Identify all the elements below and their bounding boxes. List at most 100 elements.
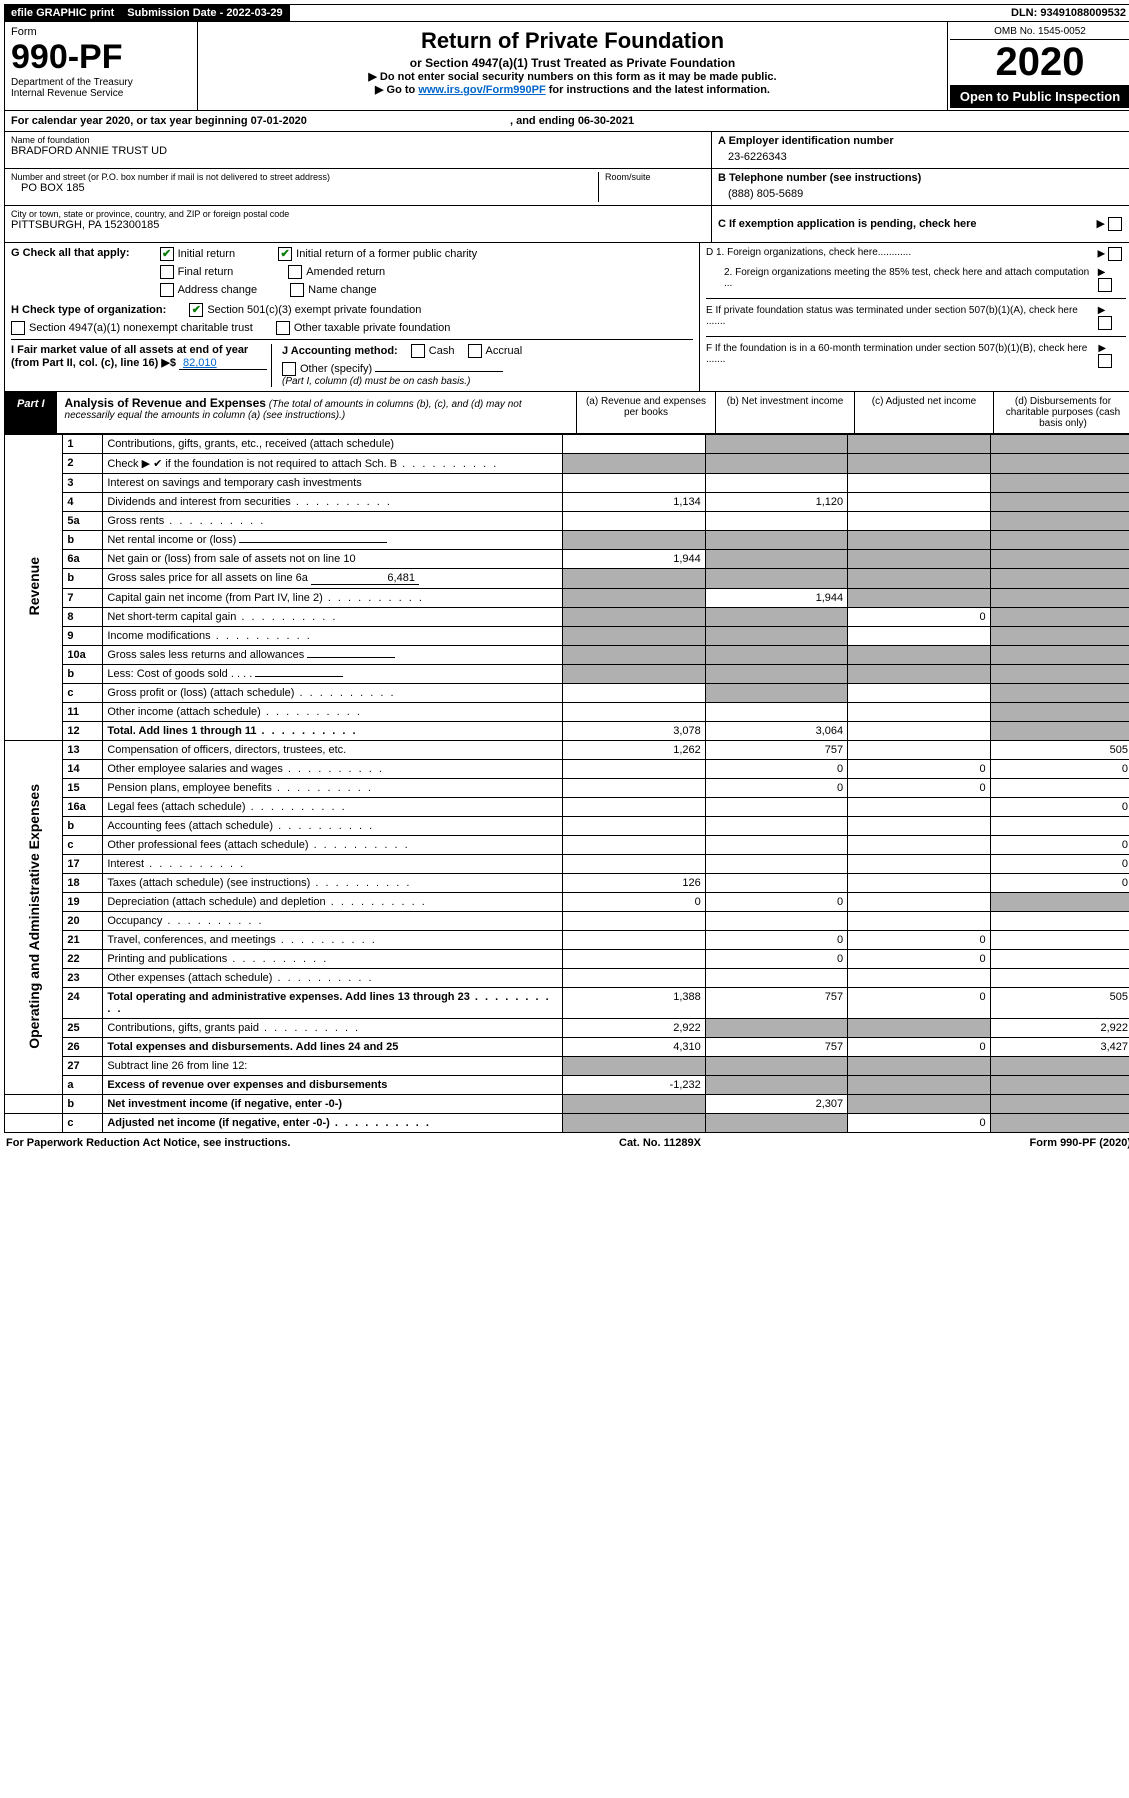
line-num: 21 [63,931,103,950]
line-desc: Contributions, gifts, grants paid [103,1019,563,1038]
table-row: 2 Check ▶ ✔ if the foundation is not req… [5,454,1129,474]
omb-number: OMB No. 1545-0052 [950,24,1129,40]
line-num: b [63,1095,103,1114]
cell-value: 2,922 [990,1019,1129,1038]
table-row: 9 Income modifications [5,627,1129,646]
exemption-cell: C If exemption application is pending, c… [712,206,1129,242]
table-row: 7 Capital gain net income (from Part IV,… [5,589,1129,608]
cell-value: -1,232 [563,1076,705,1095]
c-label: C If exemption application is pending, c… [718,218,977,230]
cash-checkbox[interactable] [411,344,425,358]
cell-value: 126 [563,874,705,893]
ein-value: 23-6226343 [718,147,1126,163]
tel-label: B Telephone number (see instructions) [718,172,1126,184]
header-right: OMB No. 1545-0052 2020 Open to Public In… [947,22,1129,110]
final-return-label: Final return [178,266,234,278]
line-desc: Other income (attach schedule) [103,703,563,722]
checks-section: G Check all that apply: ✔Initial return … [4,243,1129,392]
cell-value: 0 [990,855,1129,874]
f-checkbox[interactable] [1098,354,1112,368]
line-desc: Accounting fees (attach schedule) [103,817,563,836]
cell-value: 505 [990,988,1129,1019]
cell-value: 4,310 [563,1038,705,1057]
cell-value: 0 [705,893,847,912]
table-row: 4 Dividends and interest from securities… [5,493,1129,512]
cell-value: 757 [705,988,847,1019]
ein-cell: A Employer identification number 23-6226… [712,132,1129,169]
cell-value: 3,427 [990,1038,1129,1057]
cell-value: 1,388 [563,988,705,1019]
table-row: 21 Travel, conferences, and meetings 0 0 [5,931,1129,950]
cell-value: 0 [848,1114,990,1133]
top-bar: efile GRAPHIC print Submission Date - 20… [4,4,1129,22]
line-desc: Excess of revenue over expenses and disb… [103,1076,563,1095]
h1-checkbox[interactable]: ✔ [189,303,203,317]
other-method-checkbox[interactable] [282,362,296,376]
initial-former-checkbox[interactable]: ✔ [278,247,292,261]
line-num: 1 [63,435,103,454]
city-label: City or town, state or province, country… [11,209,705,219]
table-row: 27 Subtract line 26 from line 12: [5,1057,1129,1076]
line-desc: Depreciation (attach schedule) and deple… [103,893,563,912]
h3-checkbox[interactable] [276,321,290,335]
line-num: 11 [63,703,103,722]
tax-year: 2020 [950,40,1129,85]
line-desc: Total expenses and disbursements. Add li… [103,1038,563,1057]
table-row: 14 Other employee salaries and wages 0 0… [5,760,1129,779]
tel-cell: B Telephone number (see instructions) (8… [712,169,1129,206]
entity-left: Name of foundation BRADFORD ANNIE TRUST … [5,132,711,242]
cell-value: 757 [705,1038,847,1057]
h1-label: Section 501(c)(3) exempt private foundat… [207,304,421,316]
line-num: c [63,836,103,855]
table-row: 25 Contributions, gifts, grants paid 2,9… [5,1019,1129,1038]
addr-change-label: Address change [178,284,258,296]
calendar-year-row: For calendar year 2020, or tax year begi… [4,111,1129,132]
table-row: 17 Interest 0 [5,855,1129,874]
line-num: 25 [63,1019,103,1038]
line-num: b [63,665,103,684]
table-row: 5a Gross rents [5,512,1129,531]
line-desc: Gross profit or (loss) (attach schedule) [103,684,563,703]
d1-checkbox[interactable] [1108,247,1122,261]
initial-return-checkbox[interactable]: ✔ [160,247,174,261]
line-desc: Dividends and interest from securities [103,493,563,512]
table-row: 19 Depreciation (attach schedule) and de… [5,893,1129,912]
cell-value: 0 [848,950,990,969]
fmv-value[interactable]: 82,010 [179,357,267,370]
line-num: 6a [63,550,103,569]
line-desc: Adjusted net income (if negative, enter … [103,1114,563,1133]
cell-value: 1,134 [563,493,705,512]
col-c-header: (c) Adjusted net income [854,392,993,433]
name-change-label: Name change [308,284,377,296]
note-2: ▶ Go to www.irs.gov/Form990PF for instru… [208,83,937,96]
addr-change-checkbox[interactable] [160,283,174,297]
e-checkbox[interactable] [1098,316,1112,330]
line-desc: Less: Cost of goods sold . . . . [103,665,563,684]
form-url-link[interactable]: www.irs.gov/Form990PF [418,84,545,96]
irs-label: Internal Revenue Service [11,88,191,99]
table-row: 15 Pension plans, employee benefits 0 0 [5,779,1129,798]
line-num: 5a [63,512,103,531]
amended-return-checkbox[interactable] [288,265,302,279]
line-desc: Total. Add lines 1 through 11 [103,722,563,741]
line-desc: Gross sales less returns and allowances [103,646,563,665]
part1-title: Analysis of Revenue and Expenses [65,396,266,410]
line-desc: Legal fees (attach schedule) [103,798,563,817]
cal-end: , and ending 06-30-2021 [510,115,634,127]
checks-right: D 1. Foreign organizations, check here..… [699,243,1129,391]
h2-checkbox[interactable] [11,321,25,335]
accrual-checkbox[interactable] [468,344,482,358]
form-header: Form 990-PF Department of the Treasury I… [4,22,1129,111]
cell-value: 1,262 [563,741,705,760]
name-change-checkbox[interactable] [290,283,304,297]
final-return-checkbox[interactable] [160,265,174,279]
c-checkbox[interactable] [1108,217,1122,231]
city-state-zip: PITTSBURGH, PA 152300185 [11,219,705,231]
cell-value: 1,944 [705,589,847,608]
part1-tab: Part I [5,392,57,433]
address: PO BOX 185 [11,182,598,194]
line-num: 27 [63,1057,103,1076]
line-num: 13 [63,741,103,760]
table-row: Operating and Administrative Expenses 13… [5,741,1129,760]
d2-checkbox[interactable] [1098,278,1112,292]
